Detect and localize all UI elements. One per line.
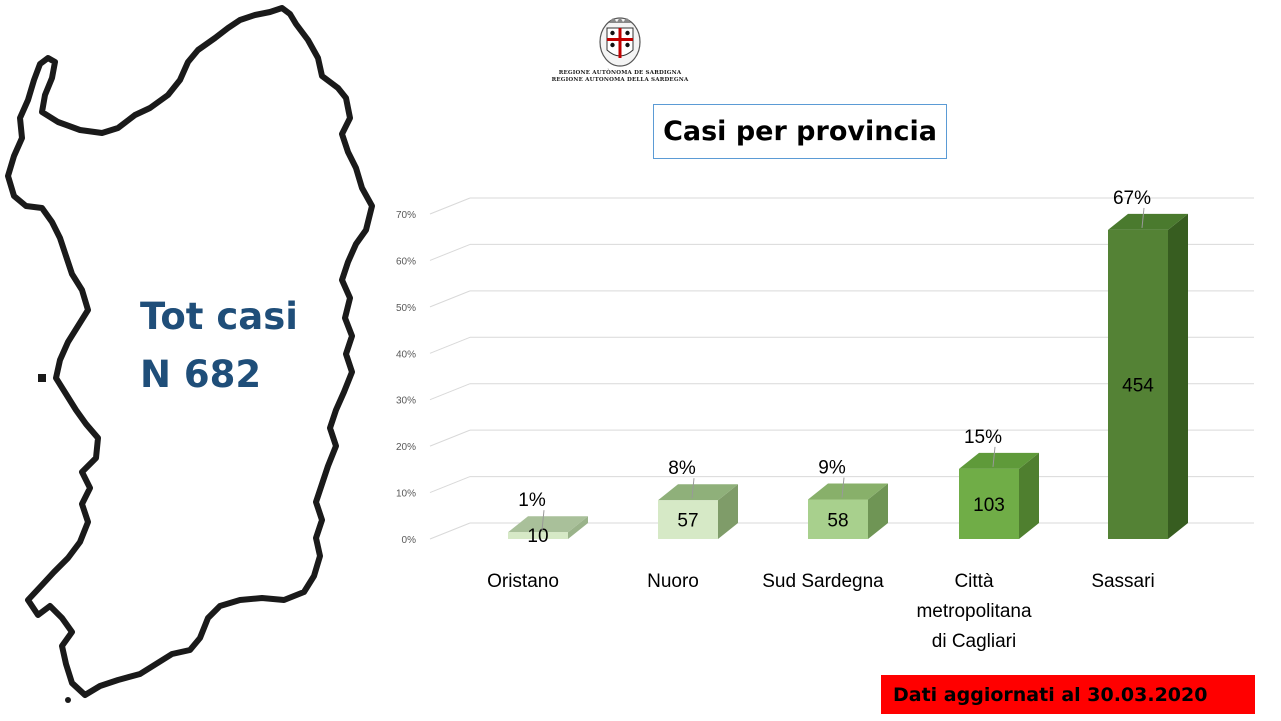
island-islet (65, 697, 71, 703)
total-cases-label: Tot casi (140, 295, 298, 338)
x-category-label: Sassari (1091, 571, 1154, 592)
gridline (429, 336, 471, 354)
gridline (429, 476, 471, 494)
bar-value-label: 10 (527, 526, 548, 547)
bar-top (658, 484, 738, 501)
total-cases: Tot casi N 682 (140, 288, 298, 404)
update-note: Dati aggiornati al 30.03.2020 (881, 675, 1255, 714)
gridline (429, 243, 471, 261)
bar (508, 532, 568, 539)
bar-top (808, 483, 888, 500)
bar-value-label: 454 (1122, 375, 1154, 396)
bar (808, 499, 868, 539)
x-category-label: metropolitana (916, 601, 1032, 622)
y-tick-label: 60% (396, 256, 416, 267)
gridline (429, 429, 471, 447)
sardinia-outline (5, 5, 375, 698)
bar-percent-label: 9% (818, 458, 846, 479)
y-tick-label: 30% (396, 396, 416, 407)
bar-side (568, 516, 588, 539)
y-tick-label: 10% (396, 489, 416, 500)
total-cases-value: N 682 (140, 353, 262, 396)
leader-line (992, 446, 996, 467)
leader-line (691, 478, 695, 499)
y-tick-label: 70% (396, 210, 416, 221)
bar-percent-label: 67% (1113, 188, 1151, 209)
leader-line (841, 477, 845, 498)
bar-side (868, 483, 888, 539)
bar (959, 468, 1019, 539)
island-islet (38, 374, 46, 382)
region-name: REGIONE AUTÒNOMA DE SARDIGNA REGIONE AUT… (548, 70, 692, 84)
leader-line (541, 510, 545, 531)
x-category-label: Oristano (487, 571, 559, 592)
y-tick-label: 20% (396, 442, 416, 453)
bar-value-label: 58 (827, 510, 848, 531)
bar-side (1168, 213, 1188, 539)
bar-value-label: 57 (677, 511, 698, 532)
bar-top (959, 452, 1039, 469)
bar (1108, 229, 1168, 539)
gridline (429, 290, 471, 308)
gridline (429, 522, 471, 540)
bar-percent-label: 8% (668, 458, 696, 479)
y-tick-label: 50% (396, 303, 416, 314)
bar-value-label: 103 (973, 495, 1005, 516)
bar-top (508, 516, 588, 533)
region-coat-of-arms-logo (599, 17, 641, 67)
y-tick-label: 40% (396, 349, 416, 360)
x-category-label: Città (954, 571, 994, 592)
leader-line (1141, 207, 1145, 228)
region-name-italian: REGIONE AUTONOMA DELLA SARDEGNA (551, 77, 689, 83)
bar-side (718, 484, 738, 539)
region-name-sardinian: REGIONE AUTÒNOMA DE SARDIGNA (558, 70, 682, 76)
x-category-label: Nuoro (647, 571, 699, 592)
bar-percent-label: 15% (964, 427, 1002, 448)
chart-title: Casi per provincia (653, 104, 947, 159)
bar-top (1108, 213, 1188, 230)
bar-percent-label: 1% (518, 490, 546, 511)
bar (658, 500, 718, 539)
bar-chart: 0% 10% 20% 30% 40% 50% 60% 70% 10 1% Oristano 57 8% N… (396, 188, 1254, 652)
sardinia-map (5, 5, 375, 703)
bar-side (1019, 452, 1039, 539)
gridline (429, 383, 471, 401)
gridline (429, 197, 471, 215)
x-category-label: di Cagliari (932, 631, 1016, 652)
y-tick-label: 0% (402, 535, 417, 546)
x-category-label: Sud Sardegna (762, 571, 884, 592)
